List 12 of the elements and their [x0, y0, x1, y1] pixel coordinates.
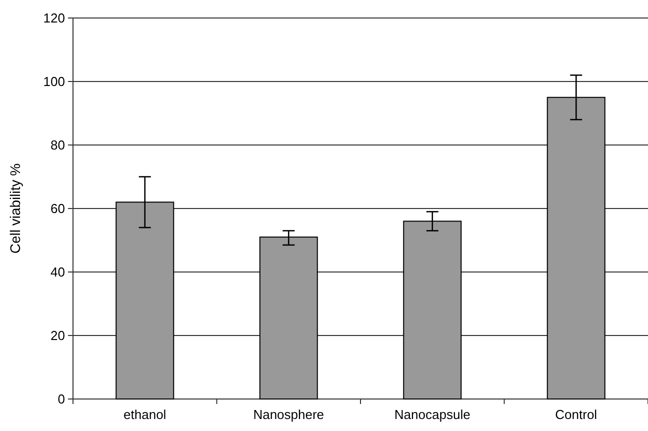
- y-tick-label: 40: [50, 264, 65, 280]
- x-tick-label: Nanosphere: [253, 407, 324, 422]
- y-tick-label: 100: [43, 74, 65, 90]
- y-axis-title: Cell viability %: [7, 163, 23, 254]
- x-tick-label: Control: [555, 407, 598, 422]
- y-tick-label: 80: [50, 138, 65, 153]
- y-tick-label: 20: [50, 328, 65, 344]
- y-tick-label: 120: [43, 10, 65, 26]
- x-tick-label: Nanocapsule: [394, 407, 470, 422]
- y-tick-label: 0: [58, 392, 65, 407]
- y-tick-label: 60: [50, 201, 65, 216]
- x-tick-label: ethanol: [124, 407, 166, 422]
